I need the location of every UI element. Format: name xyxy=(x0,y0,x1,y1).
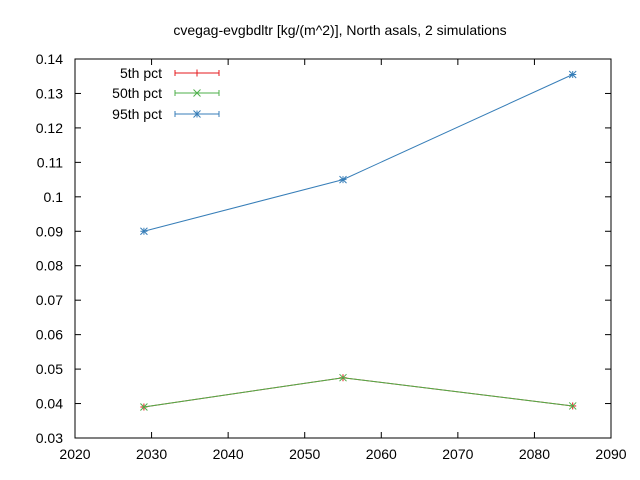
legend-label: 50th pct xyxy=(112,85,162,101)
legend-label: 5th pct xyxy=(120,65,162,81)
y-tick-label: 0.06 xyxy=(36,327,63,343)
legend-marker xyxy=(193,110,201,118)
y-tick-label: 0.08 xyxy=(36,258,63,274)
data-point xyxy=(568,402,577,410)
x-tick-label: 2030 xyxy=(136,446,167,462)
y-tick-label: 0.1 xyxy=(44,189,64,205)
y-tick-label: 0.14 xyxy=(36,51,63,67)
legend-label: 95th pct xyxy=(112,106,162,122)
series-2 xyxy=(140,70,577,236)
y-tick-label: 0.03 xyxy=(36,430,63,446)
chart-title: cvegag-evgbdltr [kg/(m^2)], North asals,… xyxy=(173,22,506,38)
x-tick-label: 2070 xyxy=(442,446,473,462)
x-tick-label: 2090 xyxy=(595,446,626,462)
x-tick-label: 2040 xyxy=(213,446,244,462)
x-tick-label: 2060 xyxy=(366,446,397,462)
series-1 xyxy=(140,373,577,411)
y-tick-label: 0.12 xyxy=(36,120,63,136)
legend-marker xyxy=(193,69,201,77)
data-point xyxy=(140,227,148,236)
series-layer xyxy=(140,70,577,411)
y-tick-label: 0.07 xyxy=(36,292,63,308)
y-tick-label: 0.05 xyxy=(36,361,63,377)
y-tick-label: 0.13 xyxy=(36,85,63,101)
data-point xyxy=(339,175,347,184)
series-line xyxy=(143,377,573,408)
plot-frame xyxy=(74,58,612,439)
data-point xyxy=(140,403,148,411)
data-point xyxy=(339,373,347,382)
legend-marker xyxy=(193,89,201,97)
legend: 5th pct 50th pct 95th pct xyxy=(112,65,220,122)
y-tick-label: 0.04 xyxy=(36,396,63,412)
series-line xyxy=(143,74,573,232)
series-line xyxy=(143,377,573,408)
x-tick-label: 2020 xyxy=(59,446,90,462)
y-tick-label: 0.11 xyxy=(37,154,63,170)
x-tick-label: 2050 xyxy=(289,446,320,462)
y-tick-label: 0.09 xyxy=(36,223,63,239)
axis-ticks: 2020 2030 2040 2050 2060 2070 2080 2090 0.03 0.04… xyxy=(36,51,627,462)
x-tick-label: 2080 xyxy=(519,446,550,462)
data-point xyxy=(568,70,577,79)
